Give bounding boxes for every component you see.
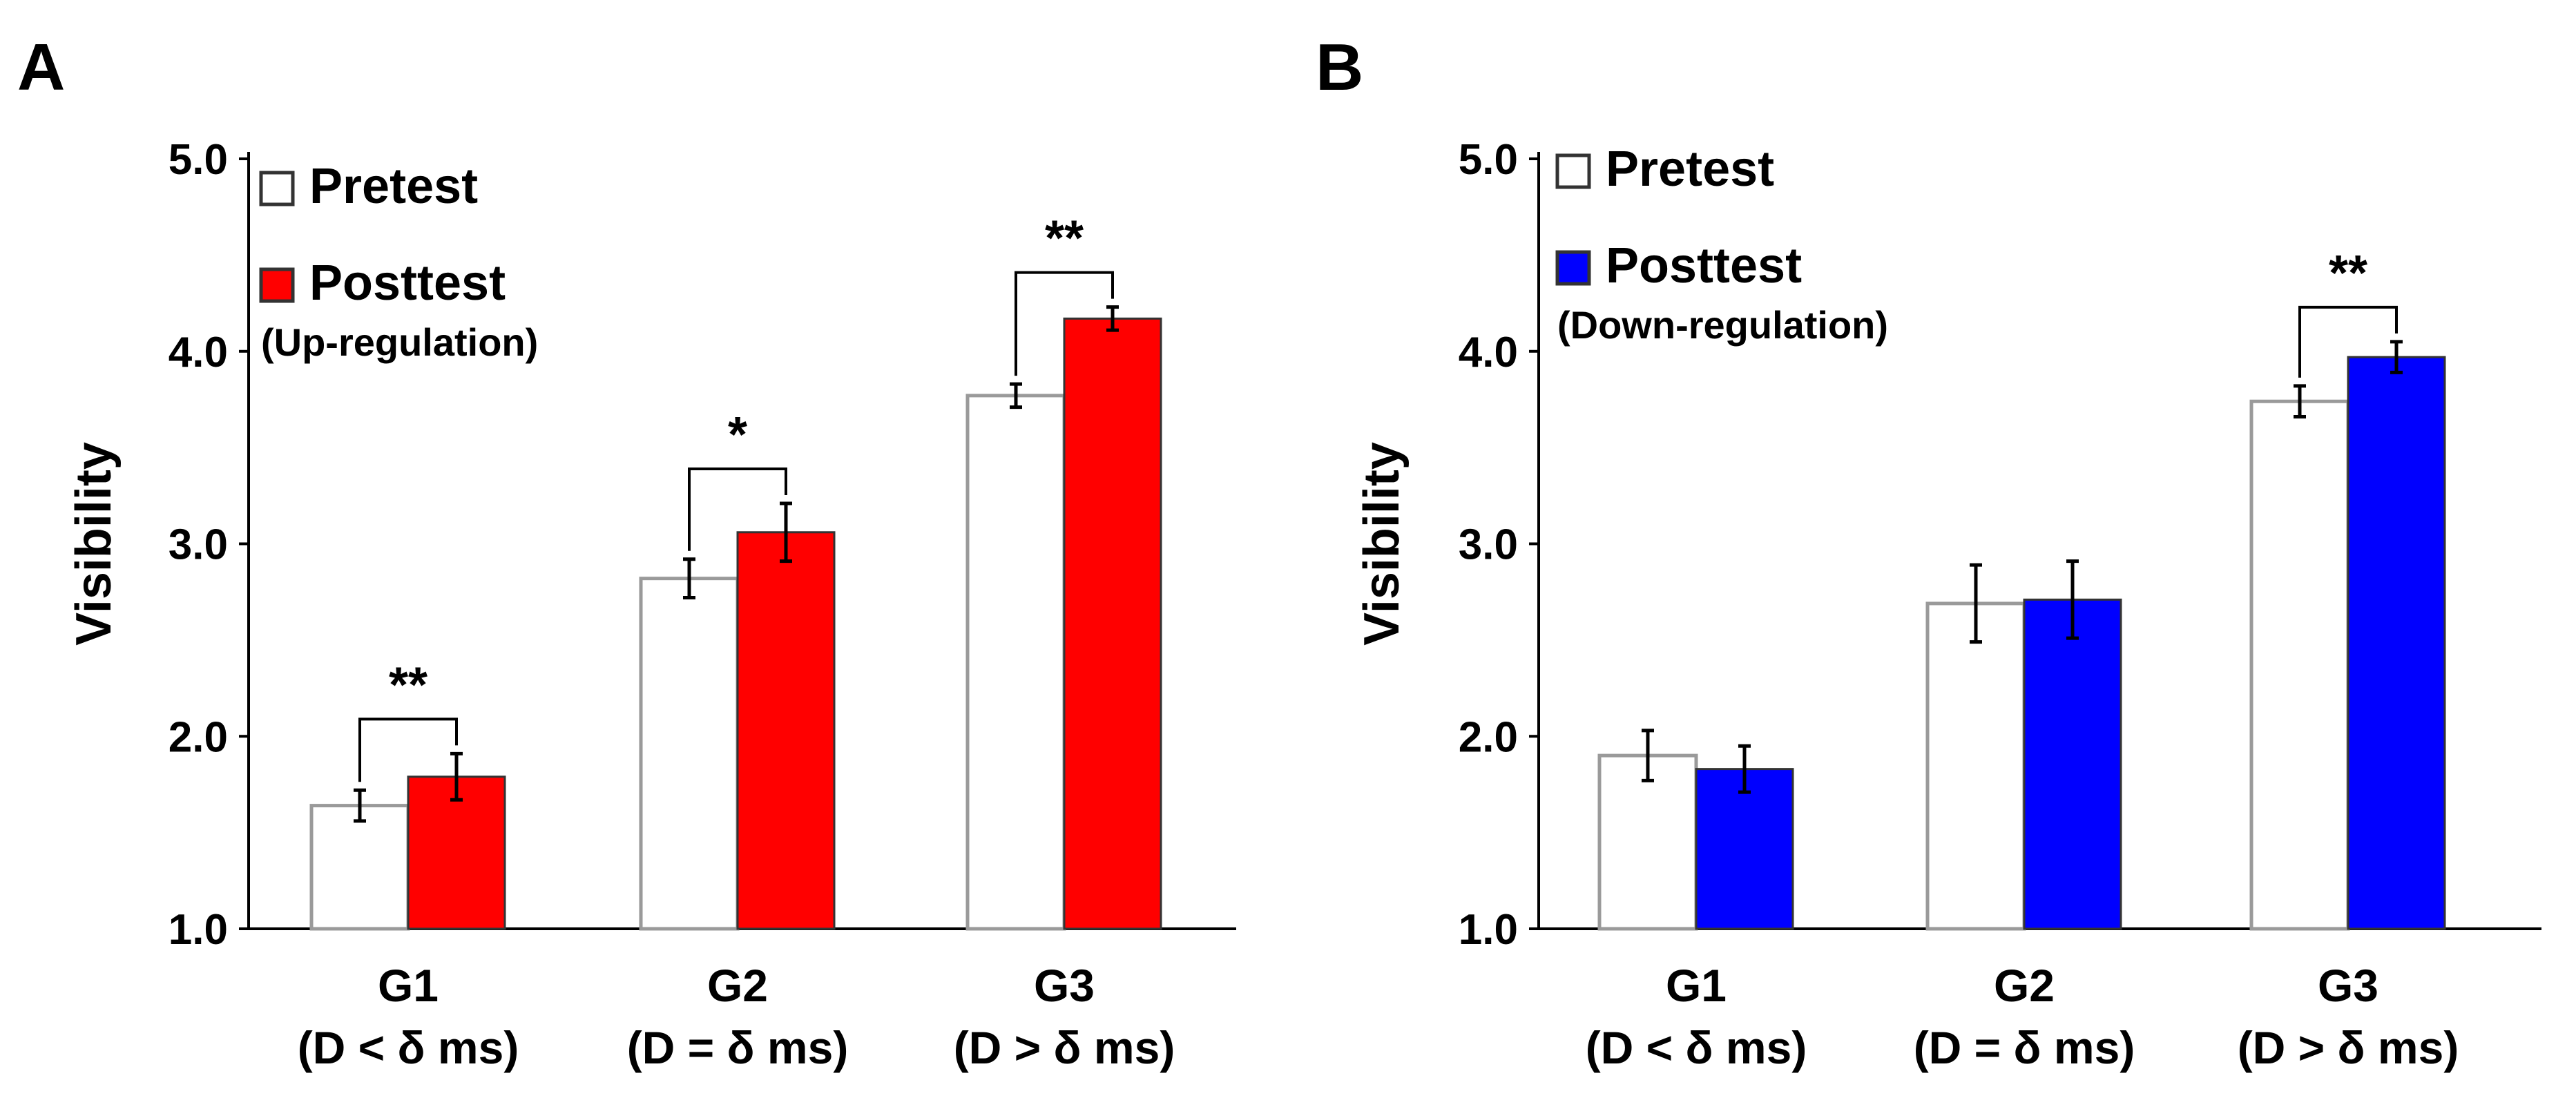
x-tick-label: G1 — [1666, 960, 1727, 1011]
legend-label-pretest: Pretest — [309, 159, 478, 214]
bar-pretest-g3 — [2249, 399, 2350, 931]
y-tick-label: 2.0 — [1459, 713, 1518, 761]
legend-note: (Down-regulation) — [1557, 303, 1888, 347]
y-tick-label: 5.0 — [169, 136, 228, 184]
significance-marker: ** — [1045, 211, 1084, 267]
y-axis-label: Visibility — [1354, 442, 1410, 646]
significance-marker: * — [728, 407, 747, 463]
x-tick-sublabel: (D < δ ms) — [1586, 1022, 1807, 1073]
y-tick-label: 1.0 — [1459, 906, 1518, 954]
x-tick-label: G3 — [1034, 960, 1095, 1011]
y-axis-label: Visibility — [66, 442, 122, 646]
bar-posttest-g3 — [1063, 317, 1162, 930]
significance-marker: ** — [389, 657, 427, 713]
x-tick-label: G2 — [707, 960, 768, 1011]
panel-letter: B — [1316, 30, 1363, 104]
legend-label-pretest: Pretest — [1606, 142, 1774, 197]
x-tick-sublabel: (D < δ ms) — [298, 1022, 519, 1073]
bar-posttest-g2 — [2023, 598, 2122, 930]
legend-swatch-posttest — [259, 267, 295, 303]
y-tick-label: 4.0 — [169, 329, 228, 376]
bar-pretest-g1 — [309, 804, 410, 931]
x-tick-sublabel: (D > δ ms) — [2238, 1022, 2459, 1073]
bar-pretest-g1 — [1597, 753, 1698, 931]
legend-label-posttest: Posttest — [309, 256, 506, 311]
bar-posttest-g2 — [736, 531, 836, 930]
bar-posttest-g1 — [1695, 768, 1794, 930]
bar-pretest-g2 — [639, 577, 740, 931]
chart-panel-a: A Visibility 1.0 2.0 3.0 4.0 5.0 G1 (D < δ ms) G2… — [17, 30, 1236, 1073]
chart-panel-b: B Visibility 1.0 2.0 3.0 4.0 5.0 G1 (D < δ ms) G2… — [1316, 30, 2541, 1073]
significance-bracket — [688, 467, 787, 551]
legend-swatch-posttest — [1555, 250, 1591, 286]
significance-bracket — [1015, 271, 1114, 376]
bar-posttest-g3 — [2347, 356, 2446, 930]
x-tick-label: G2 — [1994, 960, 2055, 1011]
x-tick-label: G3 — [2318, 960, 2378, 1011]
bar-pretest-g3 — [965, 394, 1066, 931]
bar-pretest-g2 — [1925, 601, 2026, 931]
y-tick-label: 4.0 — [1459, 329, 1518, 376]
legend-swatch-pretest — [259, 171, 295, 206]
legend-swatch-pretest — [1555, 153, 1591, 189]
x-tick-sublabel: (D > δ ms) — [954, 1022, 1175, 1073]
panel-letter: A — [17, 30, 65, 104]
significance-marker: ** — [2329, 246, 2367, 301]
y-tick-label: 2.0 — [169, 713, 228, 761]
x-tick-sublabel: (D = δ ms) — [1914, 1022, 2135, 1073]
legend-note: (Up-regulation) — [261, 320, 538, 364]
y-tick-label: 3.0 — [1459, 521, 1518, 569]
y-tick-label: 5.0 — [1459, 136, 1518, 184]
significance-bracket — [2298, 305, 2398, 378]
x-tick-sublabel: (D = δ ms) — [627, 1022, 849, 1073]
significance-bracket — [358, 717, 458, 782]
y-tick-label: 3.0 — [169, 521, 228, 569]
legend-label-posttest: Posttest — [1606, 238, 1802, 293]
y-tick-label: 1.0 — [169, 906, 228, 954]
x-tick-label: G1 — [378, 960, 439, 1011]
